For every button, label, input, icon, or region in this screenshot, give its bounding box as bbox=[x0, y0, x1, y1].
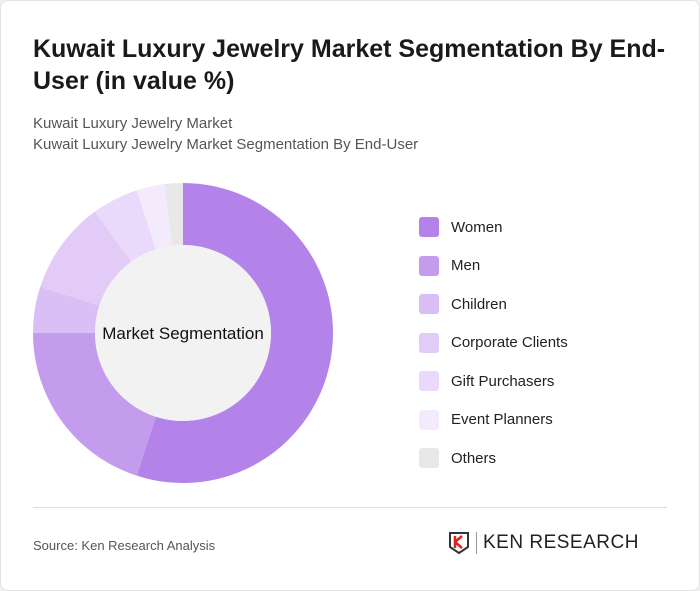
legend-swatch bbox=[419, 217, 439, 238]
legend-item[interactable]: Corporate Clients bbox=[419, 324, 568, 363]
logo-icon bbox=[449, 532, 469, 555]
slice-men[interactable] bbox=[33, 333, 156, 476]
legend-item[interactable]: Others bbox=[419, 439, 568, 478]
slice-women[interactable] bbox=[136, 183, 333, 483]
donut-chart: Market Segmentation bbox=[33, 183, 333, 483]
legend-swatch bbox=[419, 294, 439, 315]
legend-item[interactable]: Gift Purchasers bbox=[419, 362, 568, 401]
legend-label: Gift Purchasers bbox=[451, 372, 555, 390]
legend-swatch bbox=[419, 409, 439, 430]
slice-event-planners[interactable] bbox=[136, 184, 172, 250]
legend-label: Children bbox=[451, 295, 507, 313]
legend-label: Women bbox=[451, 218, 503, 236]
divider bbox=[33, 507, 667, 508]
legend-swatch bbox=[419, 255, 439, 276]
ken-research-logo: KEN RESEARCH bbox=[448, 531, 639, 555]
source-text: Source: Ken Research Analysis bbox=[33, 538, 216, 553]
legend-item[interactable]: Event Planners bbox=[419, 401, 568, 440]
legend-swatch bbox=[419, 332, 439, 353]
slice-others[interactable] bbox=[164, 183, 183, 246]
legend-swatch bbox=[419, 448, 439, 469]
subtitle-market: Kuwait Luxury Jewelry Market bbox=[33, 115, 233, 132]
legend-item[interactable]: Women bbox=[419, 208, 568, 247]
donut-center bbox=[95, 245, 271, 421]
legend: Women Men Children Corporate Clients Gift Pu… bbox=[419, 208, 568, 478]
slice-gift-purchasers[interactable] bbox=[94, 190, 156, 262]
legend-label: Others bbox=[451, 449, 497, 467]
legend-item[interactable]: Men bbox=[419, 247, 568, 286]
legend-item[interactable]: Children bbox=[419, 285, 568, 324]
legend-swatch bbox=[419, 371, 439, 392]
center-label: Market Segmentation bbox=[102, 324, 264, 343]
chart-title: Kuwait Luxury Jewelry Market Segmentatio… bbox=[33, 35, 666, 95]
slice-corporate-clients[interactable] bbox=[40, 211, 132, 306]
legend-label: Corporate Clients bbox=[451, 334, 568, 352]
legend-label: Men bbox=[451, 257, 481, 275]
subtitle-segmentation: Kuwait Luxury Jewelry Market Segmentatio… bbox=[33, 136, 419, 153]
slice-children[interactable] bbox=[33, 286, 100, 333]
legend-label: Event Planners bbox=[451, 411, 553, 429]
